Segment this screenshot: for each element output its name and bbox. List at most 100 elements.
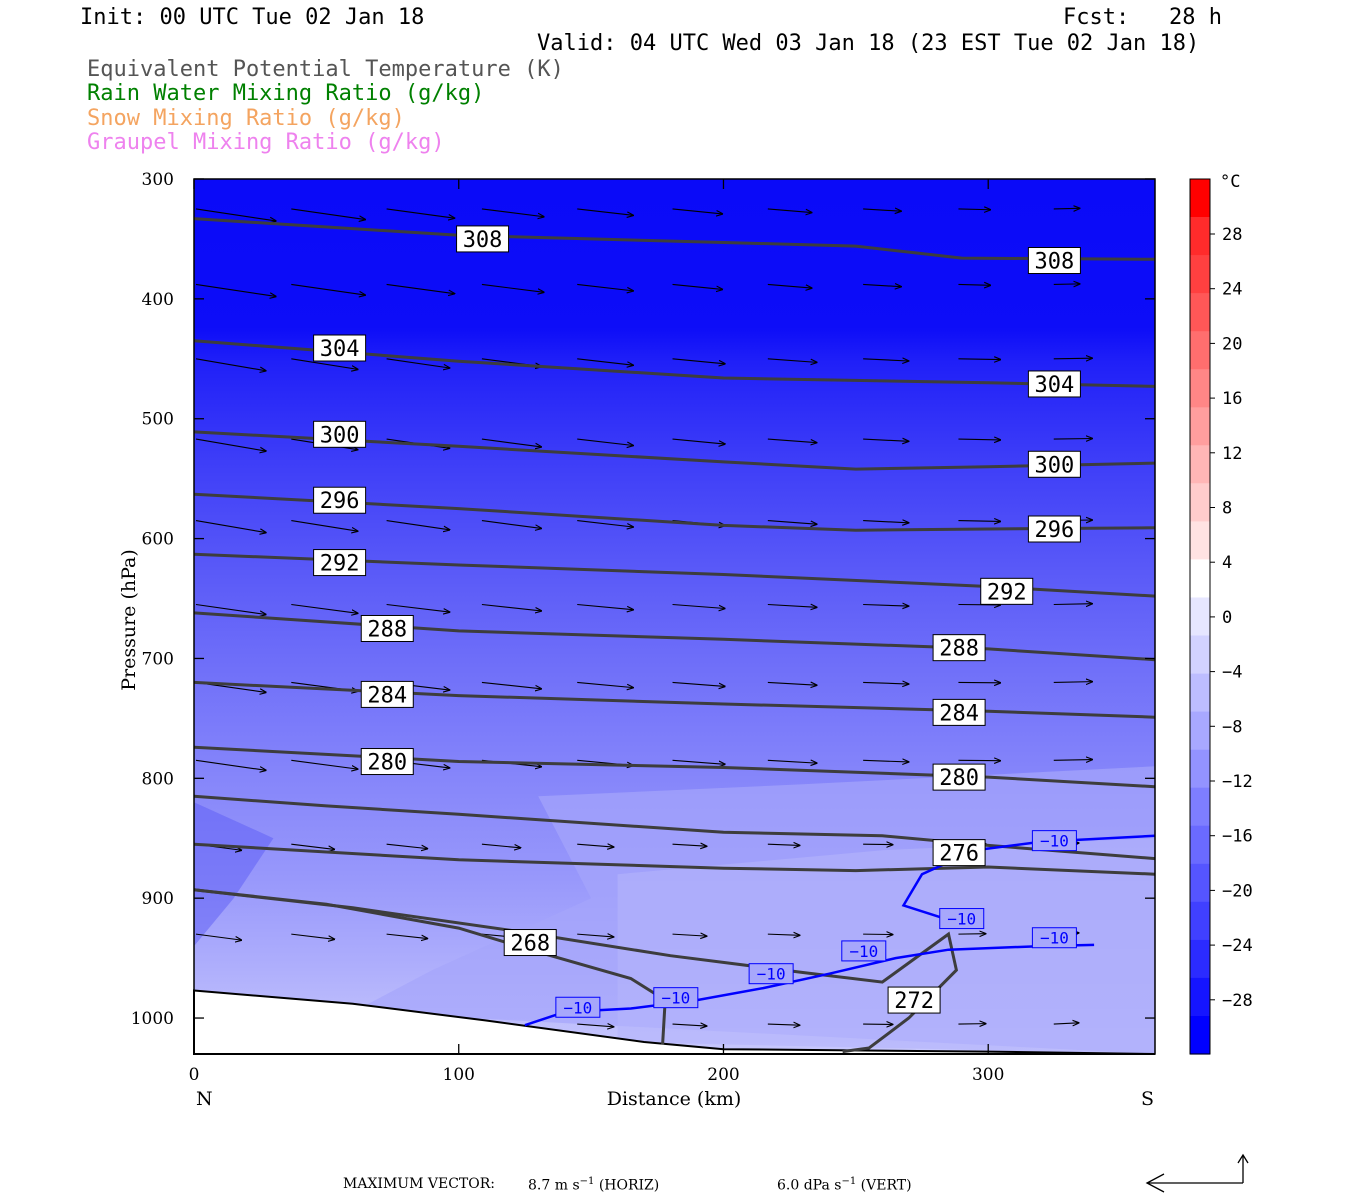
temp-contour-label: −10 <box>1040 929 1069 948</box>
wind-vector <box>672 438 726 444</box>
wind-vector <box>481 283 544 292</box>
wind-vector <box>767 208 812 213</box>
contour-labels: 308 308 304 304 300 300 296 296 292 292 288 288 284 2… <box>313 225 1081 1014</box>
colorbar: °C 28 24 20 16 12 8 4 0 −4 −8 −12 −16 −20 −24 −28 <box>1189 172 1253 1055</box>
temp-label-box <box>653 987 699 1009</box>
wind-vector <box>291 603 358 614</box>
wind-vector <box>1053 284 1080 285</box>
wind-vector <box>291 283 365 295</box>
contour-label-box <box>456 225 510 253</box>
contour-label: 288 <box>367 617 407 642</box>
colorbar-swatch <box>1190 293 1210 332</box>
x-tick-label: 0 <box>189 1065 200 1085</box>
wind-vector <box>767 438 817 443</box>
theta-e-contour <box>193 842 1156 876</box>
vert-suffix: (VERT) <box>856 1177 912 1194</box>
y-tick-label: 800 <box>142 769 174 789</box>
y-tick-label: 900 <box>142 889 174 909</box>
contour-label-box <box>932 634 986 662</box>
wind-vector <box>195 933 242 940</box>
temp-label-box <box>555 996 601 1018</box>
colorbar-tick-label: 0 <box>1222 608 1232 628</box>
wind-vector <box>481 520 542 529</box>
wind-vector <box>958 521 1000 522</box>
contour-label: 308 <box>463 228 503 253</box>
wind-vector <box>863 521 909 523</box>
max-vector-horiz: 8.7 m s−1 (HORIZ) <box>528 1176 659 1194</box>
temp-label-box <box>939 908 985 930</box>
theta-e-contour <box>193 888 959 1054</box>
horiz-value: 8.7 m s <box>528 1177 580 1194</box>
wind-vector <box>672 934 707 936</box>
contour-label: 284 <box>939 701 979 726</box>
wind-vector <box>577 208 633 215</box>
wind-vector <box>863 682 909 684</box>
horiz-exponent: −1 <box>579 1176 595 1187</box>
colorbar-swatch <box>1190 559 1210 598</box>
wind-vector <box>672 358 726 364</box>
y-tick-label: 400 <box>142 290 174 310</box>
contour-label-box <box>1027 515 1081 543</box>
wind-vector <box>481 843 521 848</box>
contour-label: 300 <box>320 423 360 448</box>
colorbar-swatch <box>1190 179 1210 218</box>
wind-vector <box>577 1024 613 1027</box>
colorbar-swatch <box>1190 673 1210 713</box>
wind-vector <box>577 934 613 937</box>
wind-vector <box>481 438 542 447</box>
theta-e-contour <box>193 492 1156 532</box>
wind-vector <box>767 520 817 525</box>
legend-rain-water: Rain Water Mixing Ratio (g/kg) <box>87 81 485 106</box>
wind-vector <box>767 358 817 363</box>
wind-vector <box>767 1024 800 1025</box>
wind-vector <box>577 681 633 687</box>
wind-vector <box>958 284 990 285</box>
colorbar-swatch <box>1190 901 1210 941</box>
colorbar-unit: °C <box>1220 172 1240 192</box>
colorbar-swatch <box>1190 445 1210 484</box>
wind-vector <box>291 759 358 769</box>
wind-vector <box>195 520 266 533</box>
horiz-suffix: (HORIZ) <box>594 1177 660 1194</box>
contour-label-box <box>1027 450 1081 478</box>
wind-vector <box>863 209 901 211</box>
wind-vector <box>1053 760 1093 761</box>
wind-vector <box>577 844 613 847</box>
wind-vector <box>672 1024 707 1026</box>
wind-vector <box>577 603 633 610</box>
wind-vector <box>577 438 633 445</box>
wind-vector <box>195 358 266 371</box>
colorbar-swatch <box>1190 407 1210 446</box>
shade-region <box>194 802 274 947</box>
reference-vector-icon <box>1145 1153 1249 1193</box>
colorbar-tick-label: −8 <box>1222 717 1242 737</box>
theta-e-contour <box>193 552 1156 598</box>
wind-vector <box>863 605 909 607</box>
wind-vector <box>767 283 812 288</box>
contour-label: 284 <box>367 683 407 708</box>
colorbar-swatch <box>1190 787 1210 827</box>
colorbar-swatch <box>1190 711 1210 751</box>
wind-vector <box>291 520 358 532</box>
wind-vector <box>1053 1023 1079 1024</box>
contour-label-box <box>932 763 986 791</box>
max-vector-label: MAXIMUM VECTOR: <box>343 1176 495 1192</box>
colorbar-swatch <box>1190 977 1210 1017</box>
wind-vector <box>767 844 800 845</box>
contour-label-box <box>313 334 367 362</box>
contour-label-box <box>313 549 367 577</box>
contour-label-box <box>313 420 367 448</box>
wind-vector <box>767 760 817 763</box>
colorbar-tick-label: −12 <box>1222 772 1253 792</box>
wind-vector <box>386 208 455 218</box>
wind-vector <box>958 439 1000 440</box>
wind-vector <box>863 284 901 286</box>
contour-label: 272 <box>894 989 934 1014</box>
wind-vector <box>386 358 450 368</box>
colorbar-tick-label: −16 <box>1222 827 1253 847</box>
wind-vector <box>386 520 450 530</box>
contour-label-box <box>503 929 557 957</box>
theta-e-contour <box>193 794 1156 861</box>
legend-theta-e: Equivalent Potential Temperature (K) <box>87 57 564 82</box>
